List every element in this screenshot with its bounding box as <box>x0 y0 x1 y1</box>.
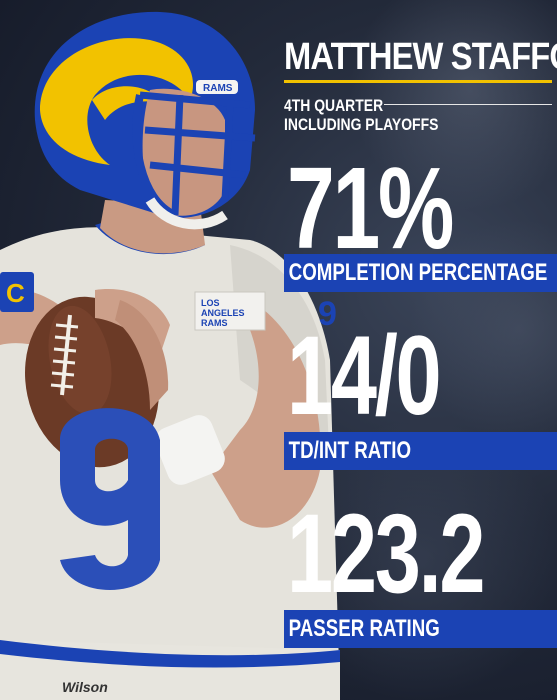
stat-value-td-int: 14/0 <box>287 313 442 438</box>
stat-value-completion: 71% <box>287 143 454 273</box>
svg-text:Wilson: Wilson <box>62 679 108 695</box>
svg-text:RAMS: RAMS <box>201 318 228 328</box>
subtitle-line-1: 4TH QUARTER <box>284 96 384 115</box>
stat-label-passer-rating: PASSER RATING <box>288 615 440 642</box>
stat-label-td-int: TD/INT RATIO <box>288 437 412 464</box>
stat-value-passer-rating: 123.2 <box>287 491 486 616</box>
subtitle-line-2: INCLUDING PLAYOFFS <box>284 115 439 134</box>
subtitle: 4TH QUARTER INCLUDING PLAYOFFS <box>284 96 438 134</box>
stat-label-bar-completion: COMPLETION PERCENTAGE <box>284 254 557 292</box>
stat-label-bar-passer-rating: PASSER RATING <box>284 610 557 648</box>
stat-label-completion: COMPLETION PERCENTAGE <box>288 259 548 286</box>
svg-text:LOS: LOS <box>201 298 220 308</box>
svg-text:ANGELES: ANGELES <box>201 308 245 318</box>
player-photo: C 9 LOS ANGELES RAMS Wilson RAMS <box>0 11 340 700</box>
svg-text:9: 9 <box>318 295 337 333</box>
player-name: MATTHEW STAFFORD <box>284 36 557 78</box>
helmet-bumper-text: RAMS <box>203 83 233 94</box>
stat-label-bar-td-int: TD/INT RATIO <box>284 432 557 470</box>
captain-patch-letter: C <box>6 278 25 308</box>
subtitle-rule <box>384 104 552 105</box>
name-underline <box>284 80 552 83</box>
